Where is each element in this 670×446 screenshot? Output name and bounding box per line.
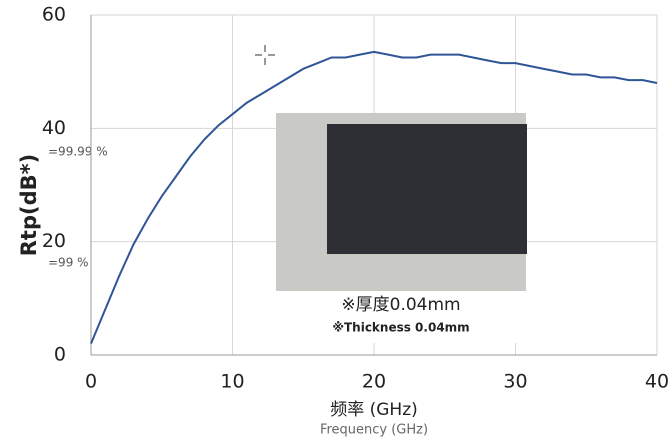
x-tick-label: 10 [220,371,244,393]
y-tick-label: 40 [42,117,66,139]
x-tick-label: 0 [85,371,97,393]
y-tick-label: 60 [42,4,66,26]
x-tick-label: 20 [362,371,386,393]
x-axis-label: 频率 (GHz) [330,400,418,420]
inset-sample [327,124,527,254]
inset-label: ※Thickness 0.04mm [332,321,469,335]
y-axis-label: Rtp(dB*) [17,154,41,256]
inset: ※厚度0.04mm ※Thickness 0.04mm [276,113,527,343]
inset-label: ※厚度0.04mm [341,295,460,315]
chart: Rtp(dB*) 频率 (GHz) Frequency (GHz) =99.99… [0,0,670,442]
annotation: =99 % [48,256,89,270]
y-tick-label: 20 [42,230,66,252]
x-tick-label: 40 [645,371,669,393]
annotation: =99.99 % [48,145,108,159]
x-axis-label-en: Frequency (GHz) [320,423,428,438]
y-tick-label: 0 [54,344,66,366]
x-tick-label: 30 [503,371,527,393]
cursor-icon [255,45,275,65]
